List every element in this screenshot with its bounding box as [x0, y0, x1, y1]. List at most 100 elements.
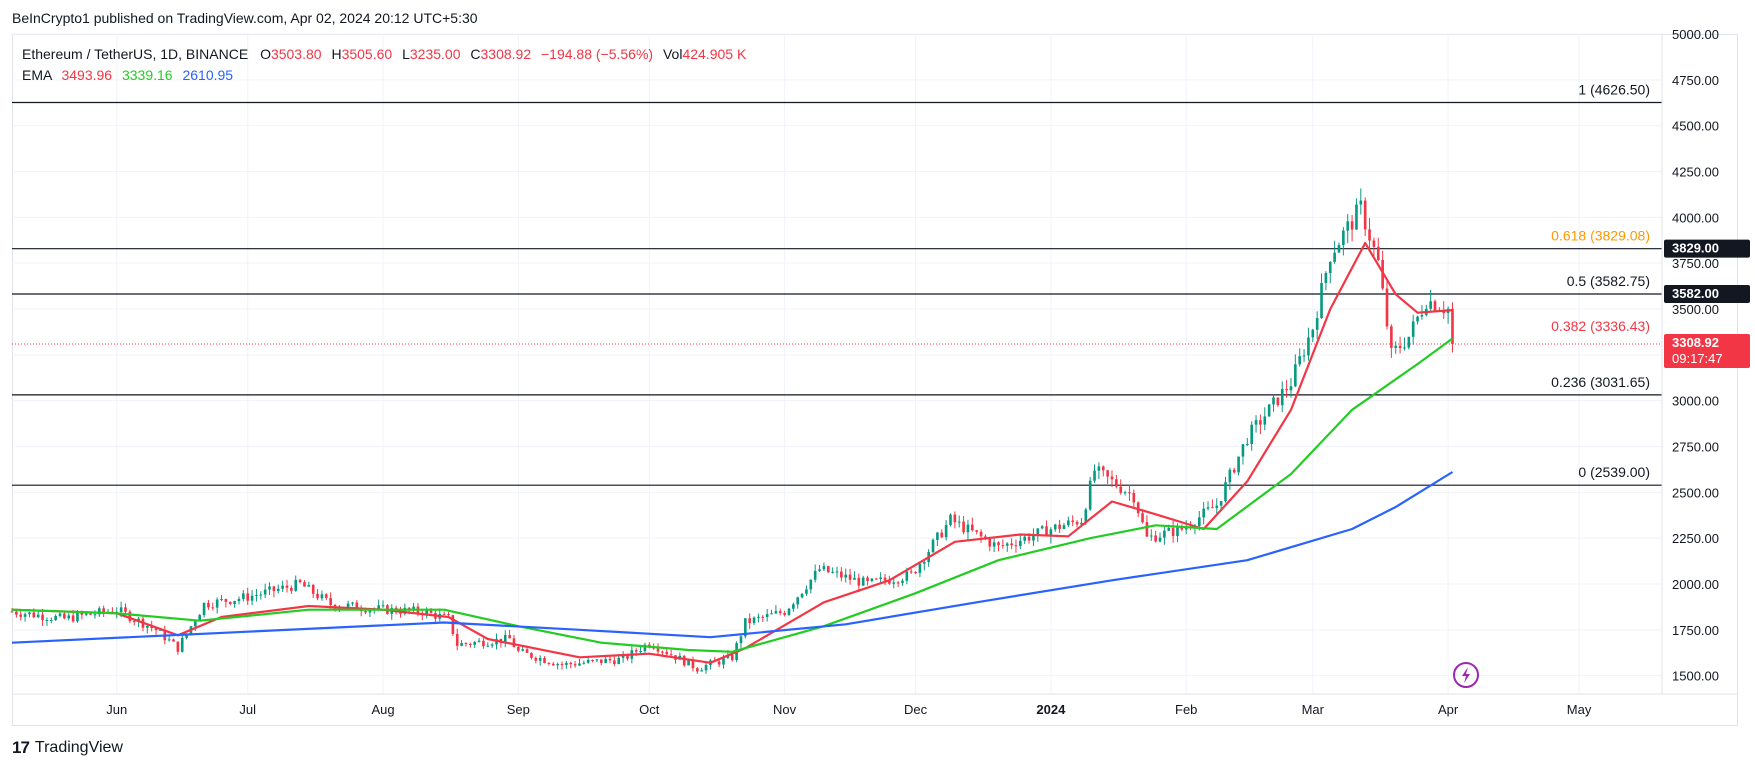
fib-levels: 1 (4626.50) 0.618 (3829.08) 0.5 (3582.75) 0… — [12, 81, 1662, 486]
candle-body — [1093, 470, 1096, 481]
candle-body — [534, 657, 538, 661]
time-tick-label: May — [1567, 702, 1592, 717]
candle-body — [1202, 508, 1205, 518]
candle-body — [259, 594, 263, 596]
candle-body — [1342, 230, 1345, 246]
candle-body — [1049, 529, 1053, 537]
candle-body — [1272, 397, 1275, 405]
candle-body — [1167, 527, 1171, 531]
candle-body — [469, 643, 472, 645]
candle-body — [412, 606, 415, 611]
ema-label[interactable]: EMA — [22, 67, 52, 83]
candle-body — [455, 634, 459, 646]
candle-body — [888, 580, 891, 584]
candle-body — [1298, 356, 1302, 365]
candle-body — [97, 608, 101, 615]
candle-body — [381, 605, 385, 607]
candle-body — [569, 662, 573, 665]
low-label: L — [402, 46, 410, 62]
candle-body — [67, 615, 71, 619]
candle-body — [517, 647, 520, 651]
candle-body — [761, 616, 765, 618]
open-value: 3503.80 — [270, 46, 322, 62]
candle-body — [1232, 469, 1236, 473]
candle-body — [1363, 200, 1367, 230]
candle-body — [1123, 492, 1127, 494]
candle-body — [512, 638, 516, 648]
candle-body — [154, 627, 158, 631]
candle-body — [1132, 492, 1136, 503]
candle-body — [1058, 524, 1061, 529]
candle-body — [1311, 329, 1315, 338]
candle-body — [844, 574, 848, 578]
candle-body — [971, 524, 974, 531]
candle-body — [1289, 386, 1293, 391]
candle-body — [1224, 482, 1227, 502]
ema-slow-value: 2610.95 — [182, 67, 234, 83]
candle-body — [425, 610, 428, 616]
time-tick-label: Oct — [639, 702, 660, 717]
volume-label: Vol — [662, 46, 683, 62]
candle-body — [818, 569, 821, 571]
candle-body — [1005, 543, 1009, 546]
candle-body — [63, 613, 66, 619]
lightning-icon[interactable] — [1453, 662, 1479, 688]
candle-body — [857, 577, 861, 586]
symbol-title[interactable]: Ethereum / TetherUS, 1D, BINANCE — [22, 46, 249, 62]
close-value: 3308.92 — [480, 46, 532, 62]
candle-body — [936, 532, 939, 540]
candle-body — [826, 566, 830, 573]
tradingview-brand: TradingView — [34, 739, 123, 756]
candle-body — [1110, 476, 1114, 480]
tradingview-logo[interactable]: 17 TradingView — [12, 738, 123, 758]
candle-body — [320, 594, 324, 599]
candle-body — [1433, 301, 1437, 311]
candle-body — [1346, 221, 1350, 231]
candle-body — [944, 524, 948, 538]
candle-body — [1385, 288, 1389, 327]
time-tick-label: Mar — [1302, 702, 1325, 717]
candle-body — [1259, 420, 1262, 425]
candle-body — [770, 613, 773, 615]
candle-body — [1010, 543, 1013, 546]
candle-body — [809, 579, 813, 590]
candle-body — [285, 585, 289, 588]
candle-body — [744, 618, 747, 637]
candle-body — [1080, 522, 1083, 525]
candle-body — [940, 532, 944, 538]
candle-body — [525, 649, 529, 653]
candle-body — [840, 571, 843, 578]
candle-body — [1219, 501, 1223, 506]
candle-body — [207, 602, 210, 608]
candle-body — [1407, 336, 1411, 348]
candle-body — [831, 571, 834, 573]
candle-body — [1075, 521, 1079, 525]
candle-body — [1315, 318, 1319, 330]
price-tick-label: 5000.00 — [1672, 27, 1719, 42]
candle-body — [1036, 528, 1040, 536]
candle-body — [1171, 527, 1175, 537]
candle-body — [473, 642, 477, 645]
candle-body — [255, 595, 258, 597]
candle-body — [10, 611, 14, 613]
candle-body — [691, 659, 695, 669]
candle-body — [778, 611, 782, 614]
candle-body — [1053, 524, 1057, 530]
candle-body — [368, 609, 372, 613]
candle-body — [89, 613, 92, 615]
candle-body — [1071, 520, 1075, 522]
candle-body — [102, 608, 105, 612]
candle-body — [591, 659, 594, 661]
candle-body — [1442, 311, 1446, 313]
candle-body — [1420, 314, 1424, 317]
candle-body — [1228, 469, 1232, 483]
fib-level-label: 0 (2539.00) — [1578, 464, 1650, 480]
candle-body — [1451, 308, 1454, 345]
candle-body — [185, 633, 188, 638]
candle-body — [228, 601, 232, 604]
candle-body — [486, 645, 490, 647]
candle-body — [1154, 535, 1157, 542]
ema-line-1 — [11, 241, 1453, 664]
candle-body — [783, 613, 786, 615]
